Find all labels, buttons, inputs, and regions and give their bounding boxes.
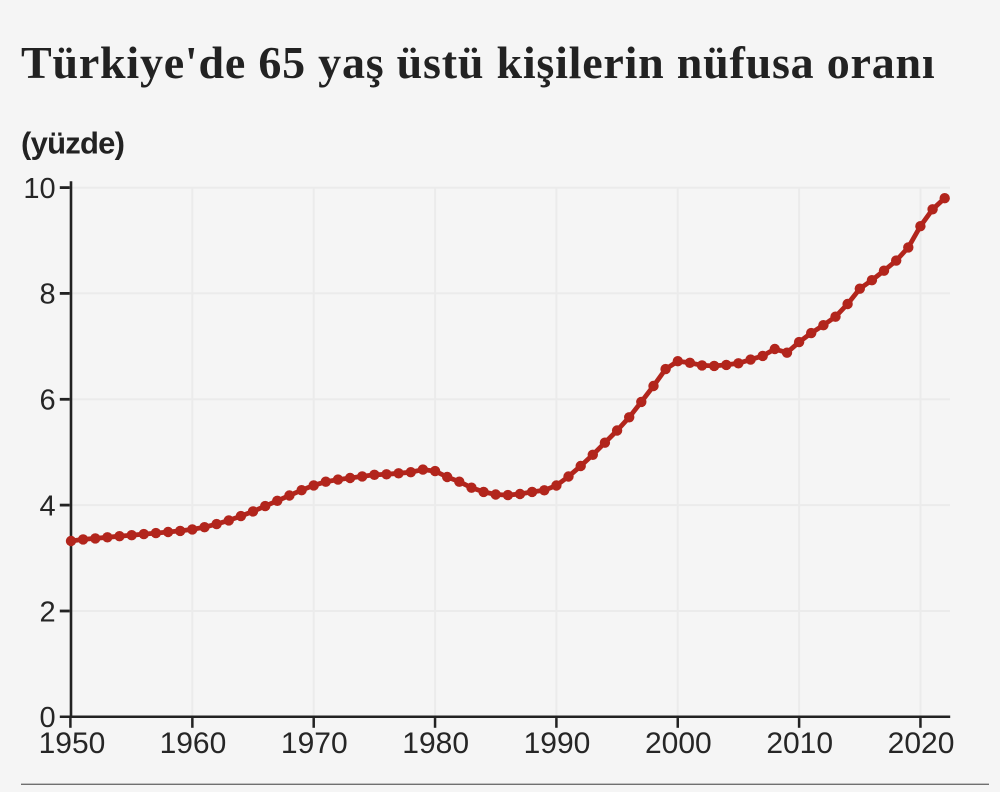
svg-text:1970: 1970 [281, 727, 348, 760]
svg-text:2010: 2010 [766, 727, 833, 760]
svg-text:1960: 1960 [160, 727, 227, 760]
svg-text:Türkiye'de 65 yaş üstü kişiler: Türkiye'de 65 yaş üstü kişilerin nüfusa … [21, 37, 935, 88]
svg-text:0: 0 [39, 702, 55, 734]
svg-text:1990: 1990 [524, 727, 591, 760]
svg-text:8: 8 [39, 279, 55, 311]
svg-text:1950: 1950 [39, 727, 106, 760]
svg-text:2020: 2020 [888, 727, 955, 760]
svg-text:1980: 1980 [402, 727, 469, 760]
svg-text:6: 6 [39, 385, 55, 417]
svg-text:10: 10 [23, 173, 55, 205]
svg-text:2000: 2000 [645, 727, 712, 760]
svg-text:(yüzde): (yüzde) [21, 125, 124, 160]
svg-text:2: 2 [39, 596, 55, 628]
svg-text:4: 4 [39, 490, 55, 522]
